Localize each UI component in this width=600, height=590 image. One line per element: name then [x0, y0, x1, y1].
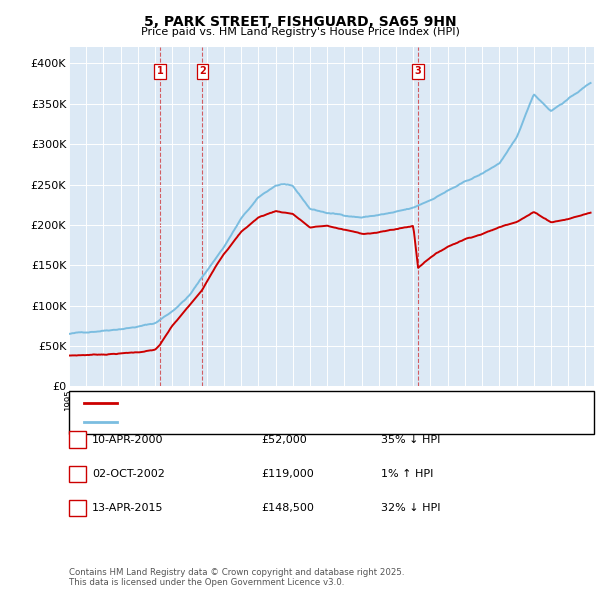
Text: £52,000: £52,000: [261, 435, 307, 444]
Text: HPI: Average price, detached house, Pembrokeshire: HPI: Average price, detached house, Pemb…: [123, 417, 393, 427]
Text: 5, PARK STREET, FISHGUARD, SA65 9HN (detached house): 5, PARK STREET, FISHGUARD, SA65 9HN (det…: [123, 398, 427, 408]
Text: 1: 1: [74, 435, 81, 444]
Text: £119,000: £119,000: [261, 469, 314, 478]
Text: 3: 3: [74, 503, 81, 513]
Text: Contains HM Land Registry data © Crown copyright and database right 2025.
This d: Contains HM Land Registry data © Crown c…: [69, 568, 404, 587]
Text: 13-APR-2015: 13-APR-2015: [92, 503, 163, 513]
Text: 2: 2: [74, 469, 81, 478]
Text: 1: 1: [157, 67, 163, 77]
Text: 32% ↓ HPI: 32% ↓ HPI: [381, 503, 440, 513]
Text: 35% ↓ HPI: 35% ↓ HPI: [381, 435, 440, 444]
Text: 02-OCT-2002: 02-OCT-2002: [92, 469, 164, 478]
Text: 10-APR-2000: 10-APR-2000: [92, 435, 163, 444]
Text: Price paid vs. HM Land Registry's House Price Index (HPI): Price paid vs. HM Land Registry's House …: [140, 27, 460, 37]
Text: 5, PARK STREET, FISHGUARD, SA65 9HN: 5, PARK STREET, FISHGUARD, SA65 9HN: [143, 15, 457, 29]
Text: 2: 2: [199, 67, 206, 77]
Text: £148,500: £148,500: [261, 503, 314, 513]
Text: 1% ↑ HPI: 1% ↑ HPI: [381, 469, 433, 478]
Text: 3: 3: [415, 67, 421, 77]
